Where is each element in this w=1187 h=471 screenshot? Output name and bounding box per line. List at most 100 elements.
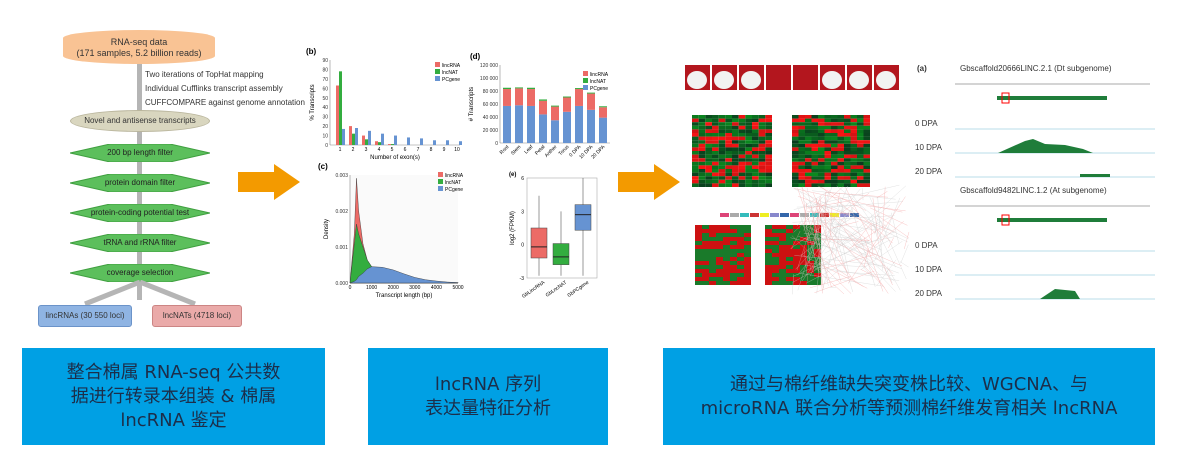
- y-axis-label: # Transcripts: [469, 87, 475, 121]
- heatmap-cell: [758, 133, 766, 137]
- heatmap-cell: [857, 183, 864, 187]
- heatmap-cell: [792, 122, 799, 126]
- heatmap-cell: [765, 154, 772, 159]
- heatmap-cell: [744, 229, 751, 233]
- network-edge: [904, 231, 910, 250]
- heatmap-cell: [716, 277, 723, 281]
- heatmap-cell: [737, 269, 744, 273]
- heatmap-cell: [831, 183, 838, 187]
- heatmap-cell: [850, 183, 857, 187]
- heatmap-cell: [765, 233, 772, 237]
- network-edge: [800, 222, 834, 253]
- heatmap-cell: [793, 225, 800, 229]
- caption-box-prediction: 通过与棉纤维缺失突变株比较、WGCNA、与 microRNA 联合分析等预测棉纤维…: [663, 348, 1155, 445]
- heatmap-cell: [765, 118, 772, 123]
- heatmap-cell: [705, 183, 712, 187]
- x-tick-label: 4000: [431, 285, 442, 291]
- heatmap-cell: [765, 257, 772, 261]
- heatmap-cell: [712, 154, 719, 159]
- heatmap-cell: [730, 253, 737, 257]
- heatmap-cell: [814, 261, 821, 265]
- heatmap-cell: [831, 133, 838, 137]
- network-edge: [824, 238, 856, 254]
- heatmap-cell: [792, 161, 799, 166]
- fiber-photo: [714, 71, 734, 89]
- heatmap-cell: [725, 151, 732, 155]
- heatmap-cell: [716, 229, 723, 233]
- y-tick-label: 30: [322, 115, 328, 121]
- heatmap-cell: [800, 225, 807, 229]
- heatmap-cell: [712, 165, 719, 169]
- heatmap-cell: [745, 118, 752, 123]
- heatmap-cell: [811, 183, 818, 187]
- stacked-bar-segment: [527, 105, 535, 143]
- heatmap-cell: [732, 151, 739, 155]
- box: [552, 243, 570, 265]
- heatmap-cell: [712, 169, 719, 173]
- heatmap-cell: [772, 229, 779, 233]
- heatmap-cell: [824, 133, 831, 137]
- heatmap-cell: [737, 233, 744, 237]
- heatmap-cell: [758, 176, 766, 180]
- heatmap-cell: [792, 154, 799, 159]
- x-tick-label: 10: [454, 147, 460, 153]
- heatmap-cell: [798, 115, 805, 119]
- heatmap-cell: [818, 118, 825, 123]
- heatmap-cell: [857, 147, 864, 151]
- heatmap-cell: [844, 129, 851, 133]
- y-tick-label: 10: [322, 134, 328, 140]
- heatmap-cell: [798, 140, 805, 144]
- heatmap-cell: [863, 143, 870, 148]
- heatmap-cell: [811, 118, 818, 123]
- heatmap-cell: [779, 253, 786, 257]
- network-edge: [840, 219, 869, 241]
- bar: [349, 126, 352, 145]
- y-tick-label: 80 000: [483, 89, 499, 95]
- heatmap-cell: [850, 143, 857, 148]
- heatmap-cell: [752, 165, 759, 169]
- heatmap-cell: [698, 179, 706, 184]
- heatmap-cell: [716, 241, 723, 245]
- heatmap-cell: [792, 165, 799, 169]
- heatmap-cell: [737, 273, 744, 277]
- heatmap-cell: [698, 172, 706, 177]
- heatmap-cell: [765, 183, 772, 187]
- heatmap-cell: [837, 115, 844, 119]
- legend-label: lincRNA: [445, 173, 464, 179]
- heatmap-cell: [837, 158, 844, 162]
- heatmap-cell: [758, 179, 766, 184]
- network-edge: [886, 266, 901, 291]
- heatmap-cell: [831, 161, 838, 166]
- bar: [378, 142, 381, 145]
- heatmap-cell: [737, 277, 744, 281]
- heatmap-cell: [692, 169, 699, 173]
- heatmap-cell: [718, 136, 726, 141]
- network-edge: [808, 261, 845, 295]
- heatmap-cell: [692, 147, 699, 151]
- heatmap-cell: [705, 176, 712, 180]
- heatmap-cell: [718, 176, 726, 180]
- bar: [375, 141, 378, 145]
- heatmap-cell: [712, 151, 719, 155]
- network-edge: [882, 186, 886, 231]
- heatmap-cell: [709, 261, 716, 265]
- heatmap-cell: [725, 165, 732, 169]
- network-edge: [802, 199, 874, 278]
- bar: [362, 135, 365, 145]
- heatmap-cell: [814, 269, 821, 273]
- heatmap-cell: [811, 125, 818, 130]
- x-tick-label: Stem: [510, 144, 522, 156]
- heatmap-cell: [837, 172, 844, 177]
- legend-label: lncNAT: [590, 79, 606, 85]
- heatmap-cell: [752, 115, 759, 119]
- network-edge: [792, 261, 831, 283]
- heatmap-cell: [850, 118, 857, 123]
- heatmap-cell: [730, 261, 737, 265]
- heatmap-cell: [718, 161, 726, 166]
- heatmap-cell: [752, 158, 759, 162]
- heatmap-cell: [725, 140, 732, 144]
- network-edge: [806, 187, 821, 254]
- stacked-bar-segment: [587, 92, 595, 94]
- heatmap-cell: [811, 176, 818, 180]
- heatmap-cell: [692, 122, 699, 126]
